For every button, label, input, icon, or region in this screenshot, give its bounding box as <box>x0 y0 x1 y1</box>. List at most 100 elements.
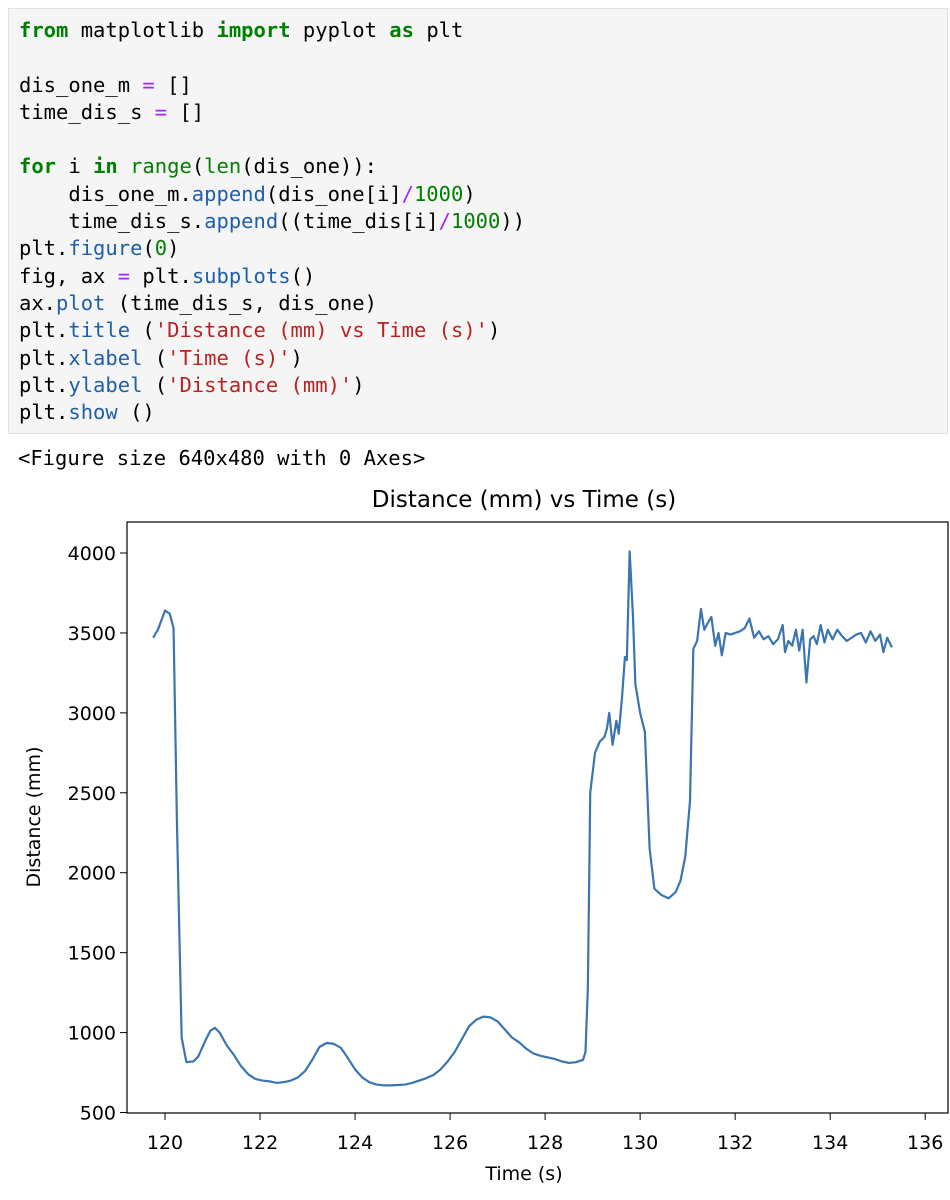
code-token: ( <box>142 236 155 261</box>
code-token: (time_dis_s, dis_one) <box>105 290 377 315</box>
x-tick-label: 122 <box>242 1132 278 1154</box>
code-line: from matplotlib import pyplot as plt <box>19 17 947 44</box>
y-tick-label: 2000 <box>68 863 116 885</box>
x-axis-label: Time (s) <box>484 1163 562 1185</box>
code-token: import <box>216 18 291 42</box>
code-token: append <box>204 209 279 234</box>
code-token: plot <box>56 290 106 315</box>
code-token: from <box>19 18 69 42</box>
y-axis-label: Distance (mm) <box>23 747 45 888</box>
code-line: time_dis_s.append((time_dis[i]/1000)) <box>19 208 947 235</box>
code-token: ( <box>130 318 155 343</box>
code-token: ax. <box>19 290 57 315</box>
y-tick-label: 2500 <box>68 783 116 805</box>
code-token: fig, ax <box>19 263 118 288</box>
code-token: ) <box>463 181 476 206</box>
code-token: 1000 <box>451 209 501 234</box>
code-token: figure <box>68 236 143 261</box>
code-token: = <box>142 72 155 97</box>
code-token: len <box>204 154 242 179</box>
code-token: plt. <box>130 263 192 288</box>
code-token: title <box>68 318 131 343</box>
code-token: pyplot <box>290 18 390 42</box>
code-token: ) <box>290 345 303 370</box>
code-token: time_dis_s. <box>19 209 205 234</box>
code-token: matplotlib <box>68 18 217 42</box>
code-token: 0 <box>154 236 168 261</box>
code-token: = <box>154 99 168 124</box>
code-token: ylabel <box>68 372 143 397</box>
code-token: range <box>130 154 192 179</box>
code-token: 1000 <box>413 181 464 206</box>
code-line: dis_one_m.append(dis_one[i]/1000) <box>19 181 947 208</box>
code-token: 'Time (s)' <box>167 345 291 370</box>
code-token: in <box>93 154 118 179</box>
code-token: ( <box>191 154 205 179</box>
code-line: for i in range(len(dis_one)): <box>19 153 947 180</box>
code-token: ( <box>142 372 168 397</box>
y-tick-label: 1500 <box>68 943 116 965</box>
code-token: () <box>290 263 316 288</box>
code-token: time_dis_s <box>19 99 155 124</box>
code-token: plt. <box>19 236 69 261</box>
y-tick-label: 500 <box>80 1103 116 1125</box>
x-tick-label: 126 <box>432 1132 468 1154</box>
code-line: plt.figure(0) <box>19 235 947 262</box>
code-token: append <box>191 181 266 206</box>
code-token: ) <box>167 236 180 261</box>
code-token: [] <box>167 99 205 124</box>
code-token: plt. <box>19 345 69 370</box>
code-token: plt. <box>19 400 69 425</box>
chart-title: Distance (mm) vs Time (s) <box>372 487 676 513</box>
code-token: plt. <box>19 372 69 397</box>
y-tick-label: 1000 <box>68 1023 116 1045</box>
x-tick-label: 136 <box>907 1132 943 1154</box>
x-tick-label: 130 <box>622 1132 658 1154</box>
code-line: plt.show () <box>19 399 947 426</box>
x-tick-label: 124 <box>337 1132 373 1154</box>
code-token: xlabel <box>68 345 143 370</box>
code-token: 'Distance (mm)' <box>167 372 353 397</box>
code-token: plt. <box>19 318 69 343</box>
code-line: plt.xlabel ('Time (s)') <box>19 345 947 372</box>
code-token: subplots <box>191 263 291 288</box>
code-token: ) <box>352 372 365 397</box>
y-tick-label: 3500 <box>68 623 116 645</box>
code-cell: from matplotlib import pyplot as plt dis_… <box>8 8 948 434</box>
x-tick-label: 120 <box>147 1132 183 1154</box>
code-token: dis_one_m. <box>19 181 192 206</box>
code-line: time_dis_s = [] <box>19 99 947 126</box>
code-token: plt <box>413 18 464 42</box>
y-tick-label: 3000 <box>68 703 116 725</box>
code-token: ((time_dis[i] <box>278 209 439 234</box>
x-tick-label: 128 <box>527 1132 563 1154</box>
cell-output: <Figure size 640x480 with 0 Axes> <box>18 446 426 470</box>
code-token: )) <box>500 209 526 234</box>
code-token: i <box>56 154 94 179</box>
code-token: as <box>389 18 414 42</box>
code-line: dis_one_m = [] <box>19 72 947 99</box>
y-tick-label: 4000 <box>68 543 116 565</box>
code-token: / <box>438 209 451 234</box>
code-token: / <box>401 181 414 206</box>
code-token: show <box>68 400 118 425</box>
code-token: (dis_one[i] <box>265 181 402 206</box>
code-token: (dis_one)): <box>241 154 377 179</box>
data-line <box>152 550 893 1087</box>
x-tick-label: 132 <box>717 1132 753 1154</box>
code-line: plt.ylabel ('Distance (mm)') <box>19 372 947 399</box>
code-line: fig, ax = plt.subplots() <box>19 263 947 290</box>
code-token: [] <box>154 72 192 97</box>
code-token: for <box>19 154 57 179</box>
axes-frame <box>126 521 949 1114</box>
code-token: () <box>117 400 155 425</box>
code-line: ax.plot (time_dis_s, dis_one) <box>19 290 947 317</box>
code-token: = <box>117 263 131 288</box>
code-line: plt.title ('Distance (mm) vs Time (s)') <box>19 317 947 344</box>
x-tick-label: 134 <box>812 1132 848 1154</box>
code-token: ) <box>488 318 501 343</box>
code-token: 'Distance (mm) vs Time (s)' <box>154 318 489 343</box>
code-token: dis_one_m <box>19 72 143 97</box>
